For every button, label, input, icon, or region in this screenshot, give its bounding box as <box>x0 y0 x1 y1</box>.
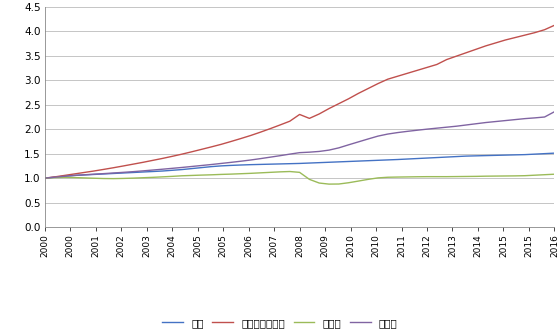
先進国 <box>286 170 293 174</box>
世界 <box>492 153 499 157</box>
Line: 先進国: 先進国 <box>45 172 554 184</box>
新興国 <box>41 176 48 180</box>
新興国 <box>551 110 558 114</box>
先進国 <box>355 179 362 183</box>
新興国 <box>492 120 499 124</box>
新興アジア諸国 <box>179 152 185 156</box>
Legend: 世界, 新興アジア諸国, 先進国, 新興国: 世界, 新興アジア諸国, 先進国, 新興国 <box>158 314 402 332</box>
新興アジア諸国 <box>492 41 499 45</box>
先進国 <box>326 182 333 186</box>
Line: 世界: 世界 <box>45 153 554 178</box>
新興アジア諸国 <box>433 62 440 66</box>
新興アジア諸国 <box>335 102 342 106</box>
世界 <box>345 159 352 163</box>
Line: 新興国: 新興国 <box>45 112 554 178</box>
新興アジア諸国 <box>365 87 372 91</box>
先進国 <box>551 172 558 176</box>
新興アジア諸国 <box>345 97 352 101</box>
先進国 <box>365 177 372 181</box>
先進国 <box>179 174 185 178</box>
Line: 新興アジア諸国: 新興アジア諸国 <box>45 25 554 178</box>
新興アジア諸国 <box>41 176 48 180</box>
世界 <box>179 168 185 172</box>
世界 <box>41 176 48 180</box>
新興国 <box>433 126 440 130</box>
先進国 <box>394 175 401 179</box>
新興国 <box>365 137 372 141</box>
先進国 <box>41 176 48 180</box>
先進国 <box>453 175 460 179</box>
新興国 <box>335 146 342 150</box>
世界 <box>551 151 558 155</box>
世界 <box>365 159 372 163</box>
世界 <box>433 156 440 160</box>
世界 <box>335 160 342 164</box>
新興国 <box>179 165 185 169</box>
新興国 <box>345 143 352 147</box>
新興アジア諸国 <box>551 23 558 27</box>
先進国 <box>384 175 391 179</box>
